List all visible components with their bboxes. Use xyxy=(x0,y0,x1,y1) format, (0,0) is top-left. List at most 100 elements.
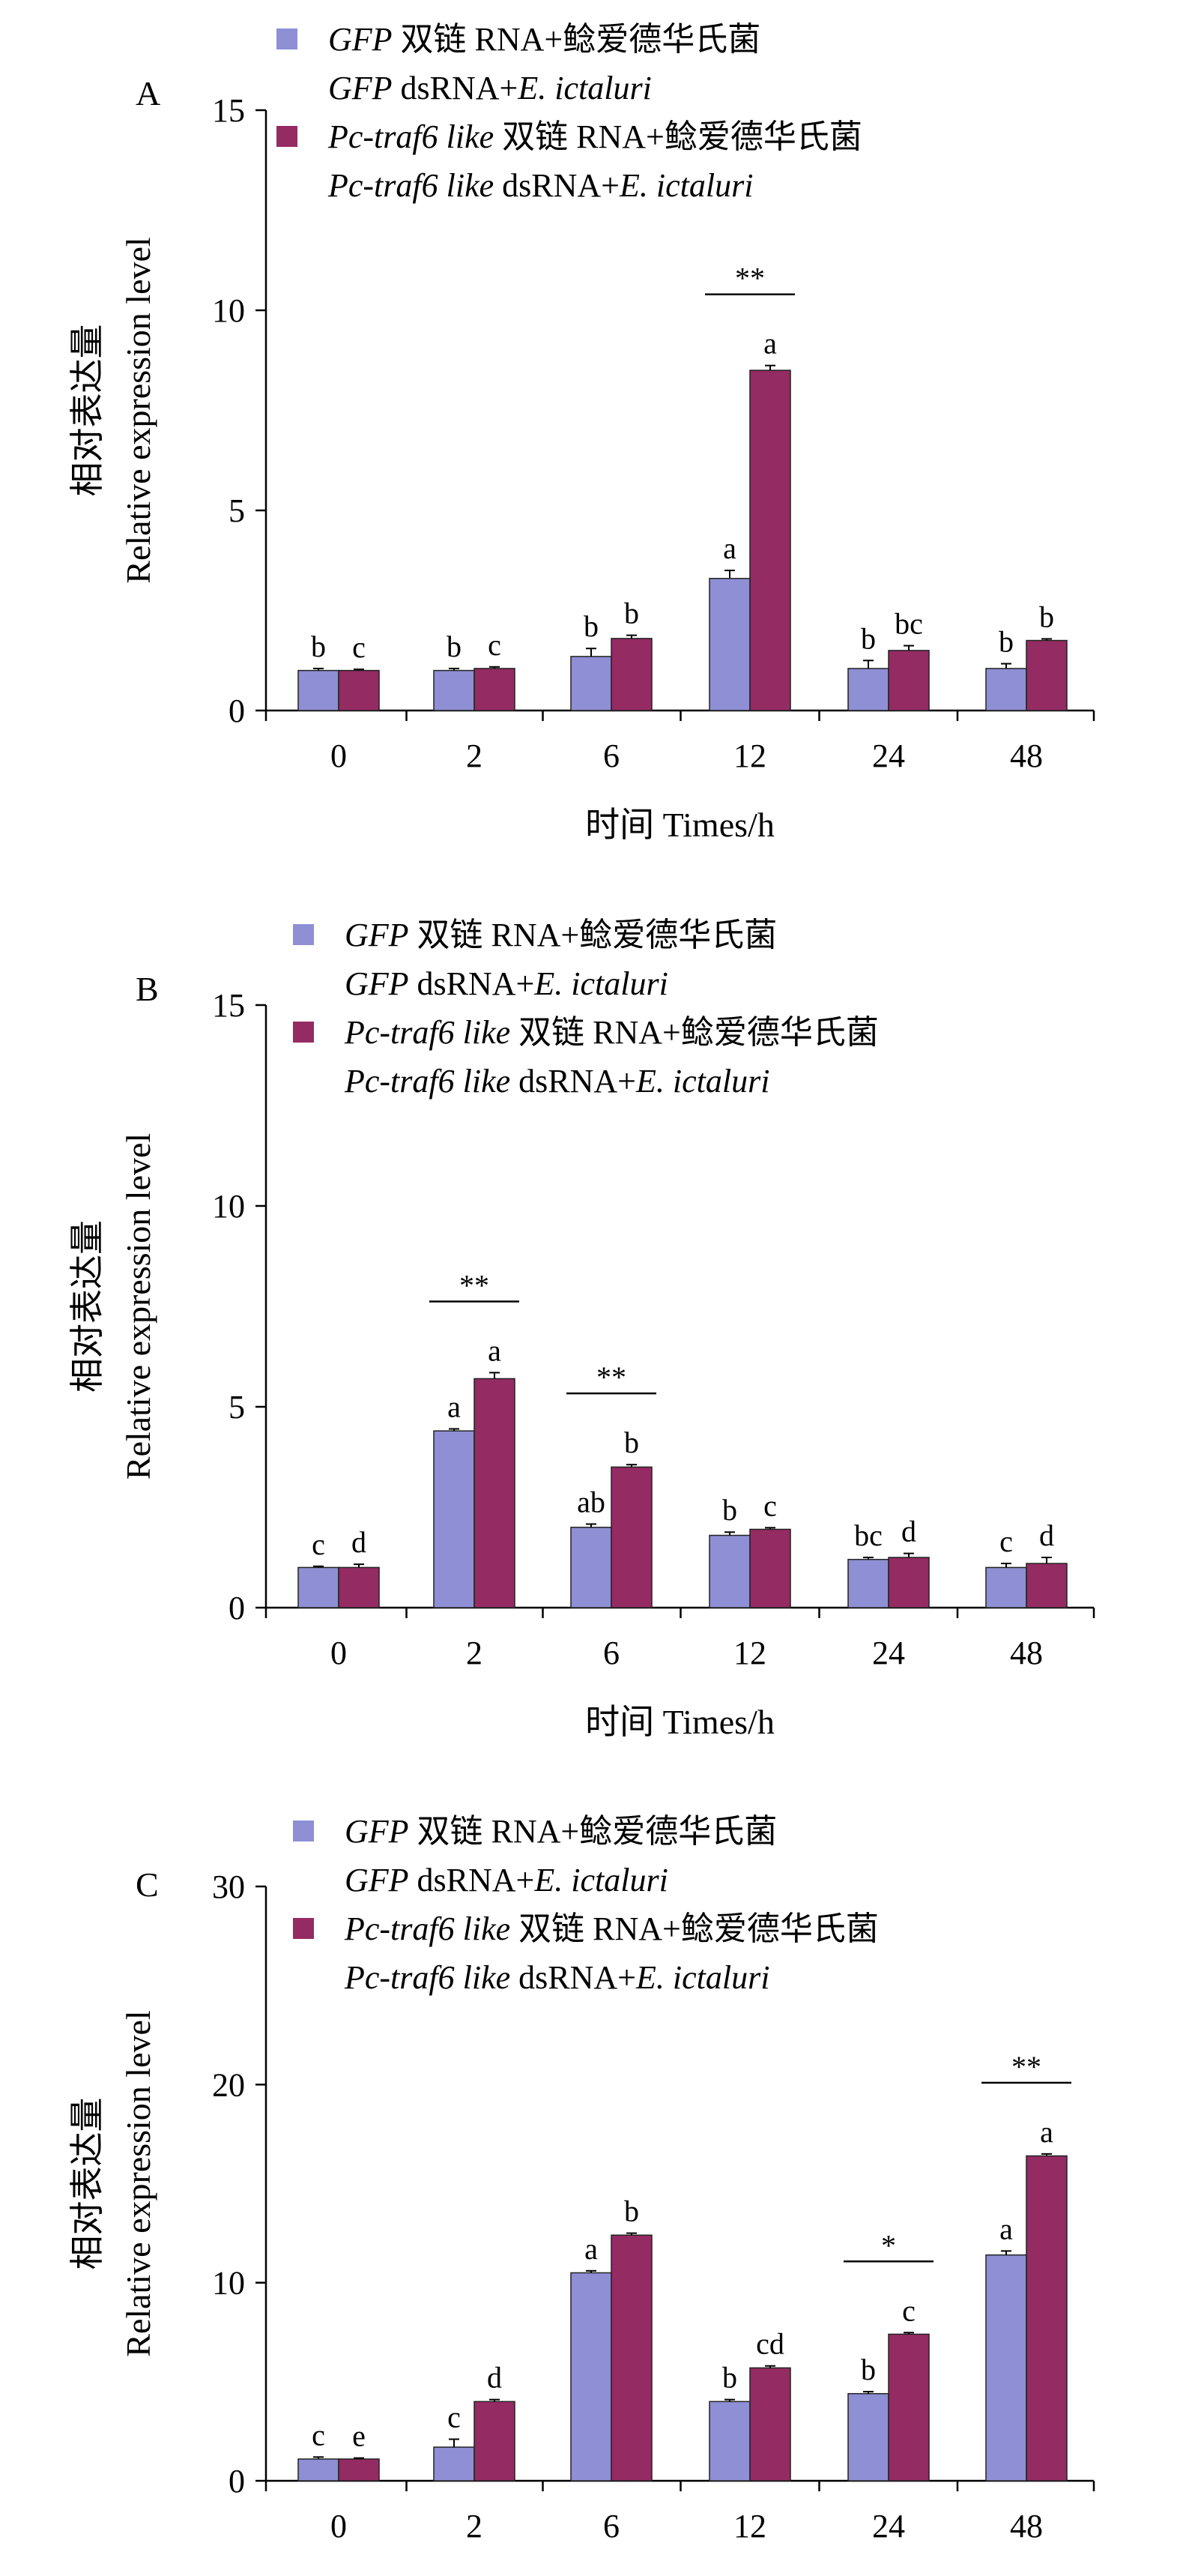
legend-gfp-name-en: GFP xyxy=(345,1862,409,1898)
significance-letter: a xyxy=(999,2212,1013,2245)
significance-marker: ** xyxy=(735,262,765,295)
y-tick-label: 0 xyxy=(229,693,245,729)
y-tick-label: 15 xyxy=(212,987,245,1024)
significance-letter: a xyxy=(488,1333,501,1367)
legend-pc-name: Pc-traf6 like xyxy=(344,1014,510,1051)
significance-letter: d xyxy=(901,1515,916,1548)
x-tick-label: 2 xyxy=(466,2508,482,2545)
bar-gfp xyxy=(570,2272,612,2482)
legend-gfp-en: GFP dsRNA+E. ictaluri xyxy=(345,1862,668,1898)
significance-letter: c xyxy=(488,628,501,662)
significance-marker: ** xyxy=(459,1268,489,1302)
legend-pc-en-b: E. ictaluri xyxy=(635,1959,769,1996)
legend-gfp-zh-text: 双链 RNA+鲶爱德华氏菌 xyxy=(409,1813,778,1850)
legend-gfp-name: GFP xyxy=(328,21,393,58)
panel-label: B xyxy=(136,970,159,1008)
y-tick-label: 15 xyxy=(212,92,245,129)
legend-gfp-en-a: dsRNA+ xyxy=(409,965,535,1002)
bar-pc xyxy=(749,1528,791,1608)
x-tick-label: 12 xyxy=(733,737,766,774)
bar-gfp xyxy=(985,1566,1027,1608)
legend-gfp-zh-text: 双链 RNA+鲶爱德华氏菌 xyxy=(409,917,778,953)
legend-pc-zh-text: 双链 RNA+鲶爱德华氏菌 xyxy=(510,1014,879,1051)
x-tick-label: 48 xyxy=(1010,2508,1043,2545)
y-tick-label: 20 xyxy=(212,2066,245,2103)
x-tick-label: 48 xyxy=(1010,737,1043,774)
significance-letter: b xyxy=(584,609,599,643)
y-tick-label: 0 xyxy=(229,1590,245,1626)
bar-gfp xyxy=(709,2401,751,2482)
bar-pc xyxy=(338,2458,380,2482)
x-tick-label: 0 xyxy=(330,737,347,774)
significance-letter: bc xyxy=(895,606,923,640)
legend-gfp-name: GFP xyxy=(345,917,409,953)
legend-gfp-name: GFP xyxy=(345,1813,409,1850)
bar-gfp xyxy=(297,669,339,711)
bar-pc xyxy=(611,1466,653,1608)
legend-pc-name-en: Pc-traf6 like xyxy=(344,1959,510,1996)
bar-gfp xyxy=(847,2392,889,2482)
significance-letter: c xyxy=(763,1488,777,1522)
y-axis-label-zh: 相对表达量 xyxy=(68,1220,106,1393)
bar-pc xyxy=(611,2234,653,2482)
significance-letter: d xyxy=(487,2361,502,2395)
legend-gfp-en-b: E. ictaluri xyxy=(533,965,668,1002)
legend-pc-en: Pc-traf6 like dsRNA+E. ictaluri xyxy=(344,1959,769,1996)
x-tick-label: 2 xyxy=(466,1635,482,1671)
legend-gfp-en: GFP dsRNA+E. ictaluri xyxy=(345,965,668,1002)
x-tick-label: 6 xyxy=(603,737,620,774)
legend-pc-zh-text: 双链 RNA+鲶爱德华氏菌 xyxy=(510,1910,879,1947)
legend-swatch-gfp xyxy=(276,28,297,49)
panel-label: C xyxy=(136,1865,159,1904)
x-axis-label: 时间 Times/h xyxy=(585,1703,775,1741)
bar-gfp xyxy=(297,1566,339,1608)
legend-gfp-zh: GFP 双链 RNA+鲶爱德华氏菌 xyxy=(345,1813,777,1850)
y-axis-label-en: Relative expression level xyxy=(119,237,157,583)
significance-letter: b xyxy=(311,630,326,663)
legend-gfp-zh: GFP 双链 RNA+鲶爱德华氏菌 xyxy=(345,917,777,953)
legend-pc-zh: Pc-traf6 like 双链 RNA+鲶爱德华氏菌 xyxy=(327,118,862,155)
x-tick-label: 24 xyxy=(872,1635,905,1671)
legend-pc-name: Pc-traf6 like xyxy=(344,1910,510,1947)
bar-gfp xyxy=(433,669,475,711)
significance-letter: b xyxy=(999,625,1014,659)
legend-pc-name-en: Pc-traf6 like xyxy=(327,167,494,204)
bar-pc xyxy=(1026,639,1068,711)
bar-gfp xyxy=(847,1558,889,1608)
bar-pc xyxy=(888,650,930,711)
legend-pc-en-a: dsRNA+ xyxy=(510,1959,636,1996)
legend-pc-zh: Pc-traf6 like 双链 RNA+鲶爱德华氏菌 xyxy=(344,1014,879,1051)
legend-pc-en-b: E. ictaluri xyxy=(619,167,753,204)
bar-gfp xyxy=(433,1430,475,1608)
bar-gfp xyxy=(709,578,751,711)
legend-pc-en: Pc-traf6 like dsRNA+E. ictaluri xyxy=(344,1063,769,1100)
significance-letter: cd xyxy=(756,2327,784,2361)
bar-gfp xyxy=(433,2446,475,2482)
bar-gfp xyxy=(297,2458,339,2482)
bar-pc xyxy=(749,2367,791,2482)
bar-pc xyxy=(1026,1563,1068,1608)
legend-gfp-name-en: GFP xyxy=(328,70,393,106)
x-tick-label: 0 xyxy=(330,2508,347,2545)
significance-letter: a xyxy=(1040,2115,1053,2149)
bar-pc xyxy=(473,668,515,711)
bar-pc xyxy=(473,1378,515,1608)
bar-gfp xyxy=(985,668,1027,711)
significance-letter: c xyxy=(312,1527,325,1561)
y-axis-label-en: Relative expression level xyxy=(119,2010,157,2356)
bar-gfp xyxy=(570,656,612,711)
significance-letter: c xyxy=(999,1524,1013,1558)
legend-gfp-zh-text: 双链 RNA+鲶爱德华氏菌 xyxy=(393,21,761,58)
x-tick-label: 24 xyxy=(872,2508,905,2545)
significance-letter: c xyxy=(352,630,366,664)
significance-letter: b xyxy=(861,2353,876,2386)
x-tick-label: 12 xyxy=(733,2508,766,2545)
bar-pc xyxy=(338,669,380,711)
y-axis-label-zh: 相对表达量 xyxy=(68,2098,106,2270)
legend-swatch-gfp xyxy=(293,924,314,945)
bar-gfp xyxy=(847,668,889,711)
